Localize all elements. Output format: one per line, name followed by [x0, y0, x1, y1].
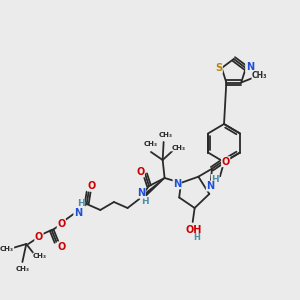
- Text: H: H: [193, 233, 200, 242]
- Text: CH₃: CH₃: [144, 141, 158, 147]
- Text: CH₃: CH₃: [171, 145, 185, 151]
- Text: CH₃: CH₃: [159, 132, 172, 138]
- Text: CH₃: CH₃: [33, 253, 47, 259]
- Text: H: H: [77, 200, 85, 208]
- Text: H: H: [212, 175, 219, 184]
- Text: O: O: [221, 157, 230, 167]
- Text: N: N: [137, 188, 145, 198]
- Text: O: O: [87, 181, 96, 191]
- Text: N: N: [206, 181, 214, 191]
- Text: S: S: [215, 63, 222, 73]
- Text: OH: OH: [185, 225, 202, 235]
- Text: H: H: [141, 196, 149, 206]
- Text: CH₃: CH₃: [252, 71, 268, 80]
- Text: O: O: [136, 167, 144, 177]
- Polygon shape: [144, 178, 165, 196]
- Text: N: N: [246, 62, 254, 72]
- Text: CH₃: CH₃: [15, 266, 29, 272]
- Text: O: O: [57, 219, 65, 229]
- Text: CH₃: CH₃: [0, 246, 14, 252]
- Text: O: O: [35, 232, 43, 242]
- Text: O: O: [57, 242, 65, 252]
- Text: N: N: [74, 208, 82, 218]
- Text: N: N: [173, 179, 181, 189]
